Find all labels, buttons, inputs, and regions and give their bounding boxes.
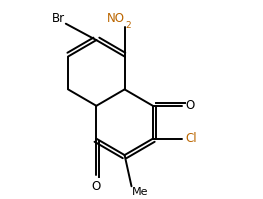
Text: NO: NO: [107, 12, 125, 25]
Text: Br: Br: [52, 12, 65, 25]
Text: O: O: [92, 180, 101, 193]
Text: 2: 2: [125, 21, 131, 30]
Text: Me: Me: [132, 187, 148, 197]
Text: Cl: Cl: [186, 132, 197, 145]
Text: O: O: [186, 99, 195, 112]
